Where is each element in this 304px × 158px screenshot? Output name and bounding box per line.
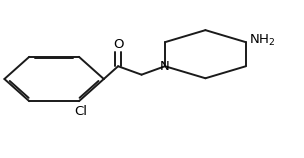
Text: O: O	[113, 38, 123, 52]
Text: Cl: Cl	[74, 105, 87, 118]
Text: NH$_2$: NH$_2$	[250, 33, 276, 49]
Text: N: N	[160, 60, 170, 73]
